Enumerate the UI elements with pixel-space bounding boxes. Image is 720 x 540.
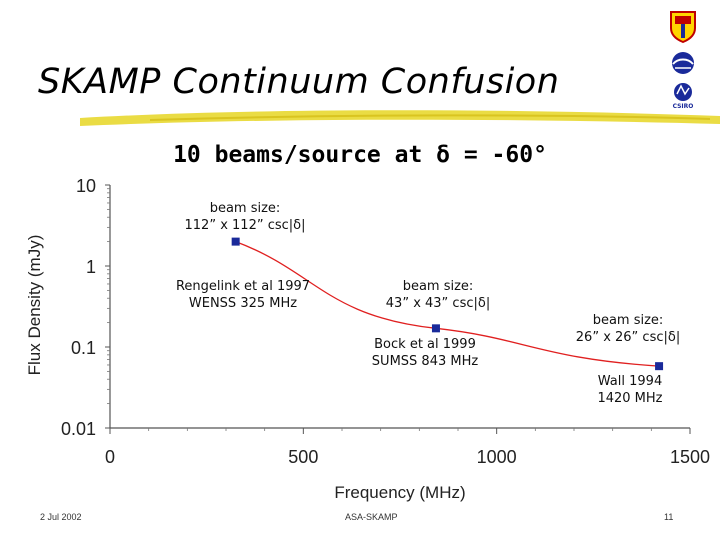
x-axis-label: Frequency (MHz) [334,483,465,502]
y-axis-label: Flux Density (mJy) [25,235,44,376]
y-tick-label: 1 [86,257,96,277]
x-tick-label: 500 [288,447,318,467]
footer-event: ASA-SKAMP [345,512,398,522]
beam-size-title: beam size: [568,312,688,329]
data-point [232,238,240,246]
survey-detail: WENSS 325 MHz [172,295,314,312]
survey-name: Rengelink et al 1997 [172,278,314,295]
x-tick-label: 1000 [477,447,517,467]
data-point [655,362,663,370]
beam-size-value: 112” x 112” csc|δ| [180,217,310,234]
beam-size-label-sumss: beam size: 43” x 43” csc|δ| [378,278,498,312]
beam-size-title: beam size: [180,200,310,217]
survey-name: Bock et al 1999 [360,336,490,353]
beam-size-value: 26” x 26” csc|δ| [568,329,688,346]
beam-size-title: beam size: [378,278,498,295]
footer-page-number: 11 [664,512,673,522]
y-tick-label: 0.01 [61,419,96,439]
x-tick-label: 1500 [670,447,710,467]
survey-name: Wall 1994 [580,373,680,390]
data-point [432,324,440,332]
beam-size-value: 43” x 43” csc|δ| [378,295,498,312]
survey-detail: 1420 MHz [580,390,680,407]
y-tick-label: 10 [76,176,96,196]
beam-size-label-nvss: beam size: 26” x 26” csc|δ| [568,312,688,346]
survey-detail: SUMSS 843 MHz [360,353,490,370]
survey-label-wall: Wall 1994 1420 MHz [580,373,680,407]
y-tick-label: 0.1 [71,338,96,358]
beam-size-label-wenss: beam size: 112” x 112” csc|δ| [180,200,310,234]
x-tick-label: 0 [105,447,115,467]
survey-label-sumss: Bock et al 1999 SUMSS 843 MHz [360,336,490,370]
survey-label-wenss: Rengelink et al 1997 WENSS 325 MHz [172,278,314,312]
footer-date: 2 Jul 2002 [40,512,82,522]
